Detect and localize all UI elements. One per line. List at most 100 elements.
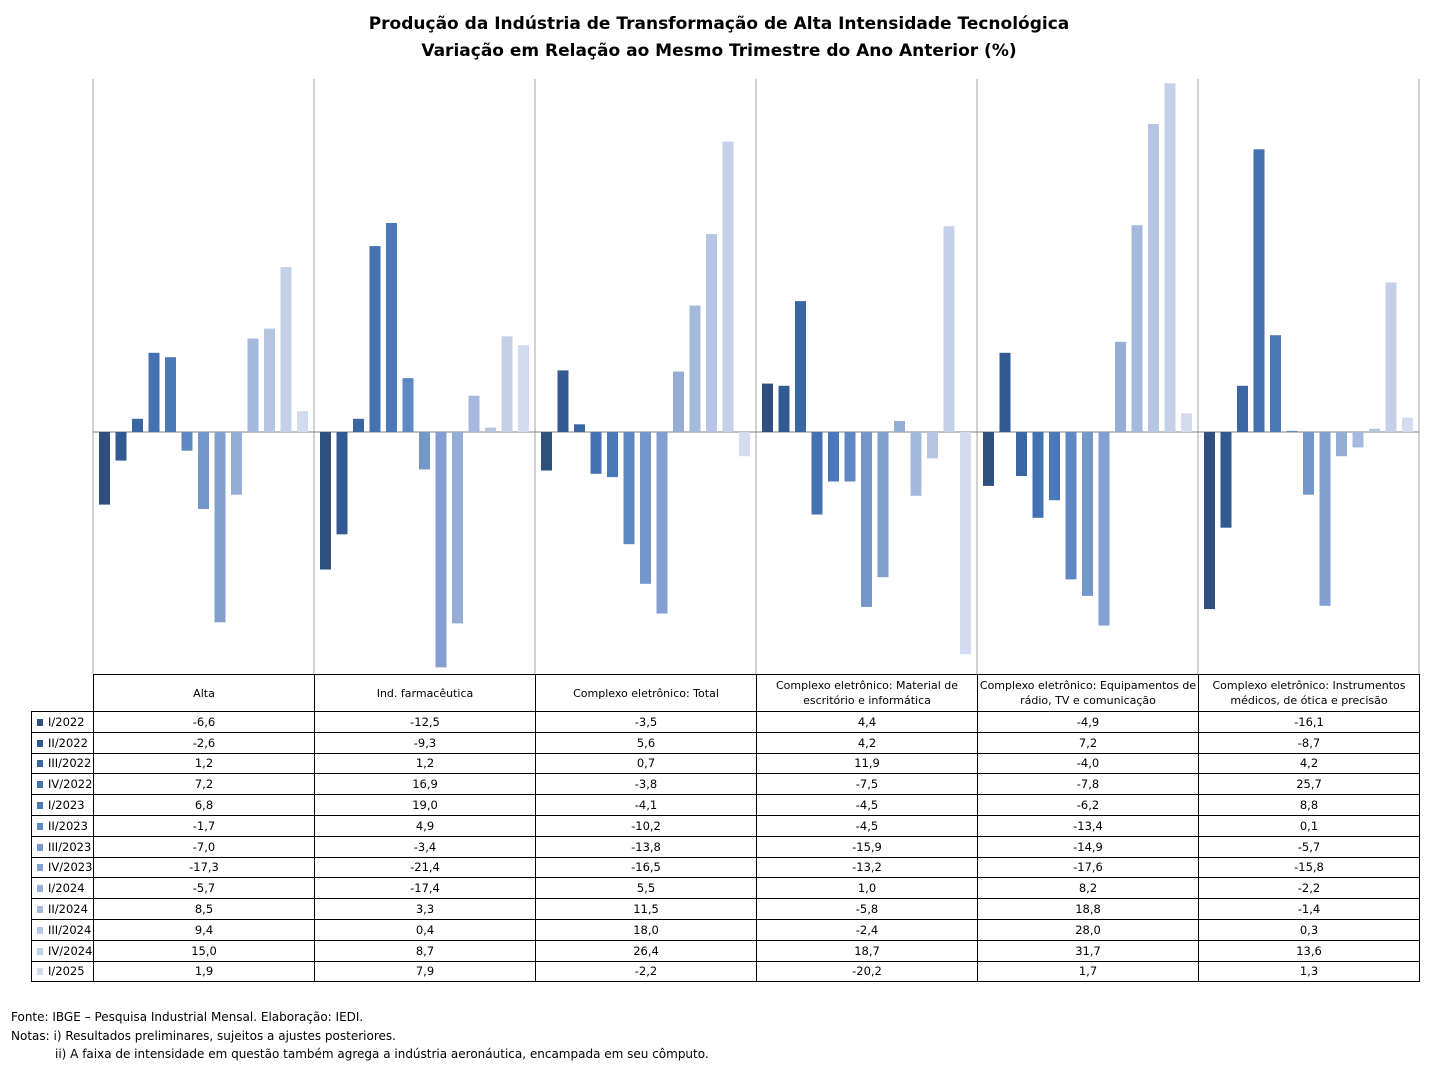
legend-swatch-icon <box>37 906 43 914</box>
bar <box>1204 432 1215 610</box>
table-cell: -4,5 <box>756 794 978 816</box>
table-cell: -5,8 <box>756 898 978 920</box>
category-header: Complexo eletrônico: Instrumentos médico… <box>1198 674 1420 712</box>
legend-label: I/2022 <box>48 714 85 729</box>
table-cell: 31,7 <box>977 939 1199 962</box>
legend-swatch-icon <box>37 802 43 810</box>
table-cell: 5,5 <box>535 877 757 900</box>
table-cell: -7,5 <box>756 773 978 796</box>
table-cell: 8,2 <box>977 877 1199 900</box>
bar <box>214 432 226 623</box>
bar <box>132 418 143 432</box>
bar <box>165 357 176 432</box>
table-cell: 28,0 <box>977 918 1199 941</box>
table-cell: 1,3 <box>1198 960 1420 983</box>
table-row: II/2023 -1,7 4,9 -10,2 -4,5 -13,4 0,1 <box>31 814 1420 837</box>
bar <box>894 421 905 432</box>
table-cell: -7,0 <box>93 835 315 858</box>
category-header: Complexo eletrônico: Equipamentos de rád… <box>977 674 1199 712</box>
bar <box>386 223 397 432</box>
table-cell: 18,0 <box>535 918 757 941</box>
table-row: III/2022 1,2 1,2 0,7 11,9 -4,0 4,2 <box>31 752 1420 775</box>
bar <box>435 432 447 668</box>
bar <box>877 432 889 578</box>
table-cell: -6,6 <box>93 711 315 733</box>
note-1: Notas: i) Resultados preliminares, sujei… <box>11 1028 396 1043</box>
legend-label: I/2025 <box>48 964 85 979</box>
bar <box>574 424 585 432</box>
table-row: IV/2022 7,2 16,9 -3,8 -7,5 -7,8 25,7 <box>31 773 1420 796</box>
bar <box>280 267 292 432</box>
bar <box>706 234 717 432</box>
category-header: Complexo eletrônico: Total <box>535 674 757 712</box>
bar <box>297 411 308 432</box>
table-row: IV/2023 -17,3 -21,4 -16,5 -13,2 -17,6 -15,8 <box>31 856 1420 879</box>
table-cell: -4,0 <box>977 752 1199 775</box>
table-row: III/2024 9,4 0,4 18,0 -2,4 28,0 0,3 <box>31 918 1420 941</box>
table-cell: -7,8 <box>977 773 1199 796</box>
table-cell: -3,5 <box>535 711 757 733</box>
table-cell: -17,6 <box>977 856 1199 879</box>
legend-entry: IV/2024 <box>31 939 94 962</box>
bar <box>739 432 750 457</box>
bar <box>999 352 1011 432</box>
legend-entry: I/2024 <box>31 877 94 900</box>
bar <box>1181 413 1192 432</box>
table-cell: 5,6 <box>535 731 757 754</box>
table-cell: 13,6 <box>1198 939 1420 962</box>
table-cell: 7,9 <box>314 960 536 983</box>
bar <box>795 301 806 432</box>
bar <box>181 432 193 451</box>
legend-entry: II/2022 <box>31 731 94 754</box>
table-cell: -5,7 <box>1198 835 1420 858</box>
bar <box>623 432 635 545</box>
category-header: Alta <box>93 674 315 712</box>
table-cell: 3,3 <box>314 898 536 920</box>
table-cell: -16,1 <box>1198 711 1420 733</box>
footnotes: Fonte: IBGE – Pesquisa Industrial Mensal… <box>11 1008 709 1064</box>
table-cell: 0,3 <box>1198 918 1420 941</box>
table-cell: -13,8 <box>535 835 757 858</box>
bar <box>640 432 651 584</box>
bar <box>264 328 275 432</box>
legend-entry: IV/2022 <box>31 773 94 796</box>
table-row: IV/2024 15,0 8,7 26,4 18,7 31,7 13,6 <box>31 939 1420 962</box>
table-cell: 19,0 <box>314 794 536 816</box>
bar <box>1016 432 1027 476</box>
bar <box>1032 432 1044 518</box>
table-cell: -6,2 <box>977 794 1199 816</box>
table-row: I/2022 -6,6 -12,5 -3,5 4,4 -4,9 -16,1 <box>31 711 1420 733</box>
bar <box>541 432 552 471</box>
bar <box>1237 385 1248 432</box>
table-cell: 4,4 <box>756 711 978 733</box>
table-row: I/2025 1,9 7,9 -2,2 -20,2 1,7 1,3 <box>31 960 1420 983</box>
bar <box>1098 432 1110 626</box>
table-corner-cell <box>32 675 94 712</box>
table-cell: -16,5 <box>535 856 757 879</box>
table-cell: 1,2 <box>93 752 315 775</box>
table-cell: 0,4 <box>314 918 536 941</box>
bar <box>518 345 529 432</box>
note-2: ii) A faixa de intensidade em questão ta… <box>55 1047 709 1061</box>
table-cell: 8,7 <box>314 939 536 962</box>
bar <box>861 432 872 607</box>
table-cell: -4,5 <box>756 814 978 837</box>
table-row: I/2024 -5,7 -17,4 5,5 1,0 8,2 -2,2 <box>31 877 1420 900</box>
category-header: Complexo eletrônico: Material de escritó… <box>756 674 978 712</box>
bar <box>960 432 971 655</box>
legend-label: II/2023 <box>48 818 88 833</box>
bar <box>1148 124 1159 432</box>
bar <box>778 385 790 432</box>
legend-swatch-icon <box>37 885 43 893</box>
bar <box>1385 282 1397 432</box>
bar <box>762 383 773 432</box>
table-cell: 25,7 <box>1198 773 1420 796</box>
bar <box>148 352 160 432</box>
legend-entry: II/2023 <box>31 814 94 837</box>
table-row: I/2023 6,8 19,0 -4,1 -4,5 -6,2 8,8 <box>31 794 1420 816</box>
table-cell: 15,0 <box>93 939 315 962</box>
table-cell: 1,9 <box>93 960 315 983</box>
bar <box>419 432 430 470</box>
bar <box>983 432 994 486</box>
table-cell: 9,4 <box>93 918 315 941</box>
